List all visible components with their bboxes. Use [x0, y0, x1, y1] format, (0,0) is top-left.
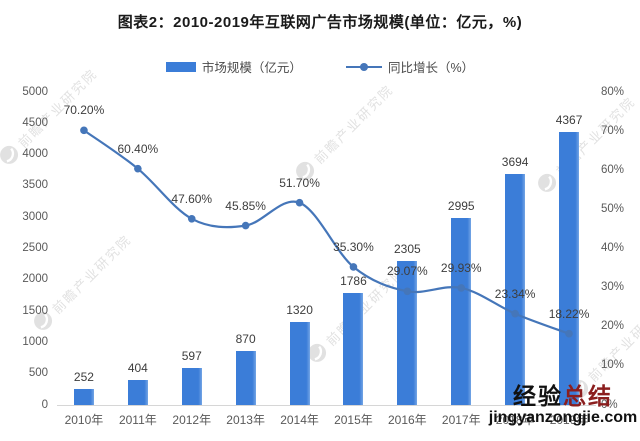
growth-value-label: 47.60% — [171, 191, 213, 206]
y-axis-left-tick: 3500 — [22, 179, 48, 192]
y-axis-left-tick: 2000 — [22, 273, 48, 286]
y-axis-right-tick: 0% — [601, 398, 618, 411]
line-point-marker — [349, 263, 358, 271]
bar-2014年 — [289, 322, 310, 405]
growth-value-label: 60.40% — [117, 141, 159, 156]
chart-title: 图表2：2010-2019年互联网广告市场规模(单位：亿元，%) — [117, 14, 523, 31]
x-axis-tick: 2017年 — [441, 413, 481, 427]
y-axis-left-tick: 2500 — [22, 242, 48, 254]
y-axis-right-tick: 70% — [601, 124, 625, 137]
producer-watermark-text: 前瞻产业研究院 — [311, 81, 396, 167]
legend-item-growth: 同比增长（%） — [345, 57, 475, 76]
bar-value-label: 2995 — [447, 198, 475, 213]
bar-2015年 — [343, 293, 364, 405]
y-axis-right-tick: 80% — [601, 85, 625, 98]
x-axis-tick: 2013年 — [226, 413, 265, 427]
x-axis-tick: 2012年 — [172, 413, 212, 427]
producer-logo-icon — [0, 145, 19, 164]
x-axis-tick: 2019年 — [549, 413, 589, 427]
line-marker-icon — [359, 62, 368, 71]
growth-value-label: 23.34% — [494, 286, 536, 301]
bar-value-label: 1320 — [286, 303, 313, 318]
producer-watermark: 前瞻产业研究院 — [29, 229, 135, 335]
legend-item-market-size: 市场规模（亿元） — [165, 57, 302, 76]
bar-value-label: 597 — [181, 348, 202, 363]
producer-logo-icon — [34, 311, 53, 330]
bar-2012年 — [181, 367, 202, 405]
y-axis-right-tick: 60% — [601, 163, 625, 176]
y-axis-left-tick: 4500 — [22, 116, 48, 129]
legend-line-label: 同比增长（%） — [387, 61, 475, 75]
bar-2010年 — [73, 389, 94, 405]
line-point-marker — [241, 221, 250, 230]
line-point-marker — [187, 214, 196, 223]
legend-bar-label: 市场规模（亿元） — [201, 61, 302, 75]
growth-value-label: 35.30% — [333, 239, 374, 254]
x-axis-tick: 2010年 — [64, 413, 104, 427]
x-axis-tick: 2018年 — [495, 413, 535, 427]
bar-value-label: 870 — [235, 331, 256, 346]
bar-value-label: 2305 — [393, 241, 421, 256]
y-axis-left-tick: 5000 — [22, 85, 48, 98]
y-axis-left-tick: 3000 — [22, 210, 48, 223]
y-axis-left-tick: 500 — [28, 367, 48, 380]
line-point-marker — [80, 126, 88, 135]
line-series-swatch — [345, 62, 382, 71]
growth-value-label: 70.20% — [63, 103, 105, 118]
bar-2013年 — [235, 350, 256, 405]
line-point-marker — [134, 164, 142, 173]
bar-value-label: 404 — [127, 360, 148, 375]
bar-2016年 — [397, 260, 418, 405]
producer-watermark-text: 前瞻产业研究院 — [49, 231, 134, 317]
bar-2011年 — [127, 379, 148, 405]
bar-2017年 — [451, 217, 472, 405]
x-axis-line — [57, 405, 596, 406]
y-axis-left-tick: 1000 — [22, 335, 48, 348]
y-axis-right-tick: 40% — [601, 242, 625, 254]
growth-value-label: 51.70% — [279, 175, 320, 190]
y-axis-left-tick: 1500 — [22, 304, 48, 317]
site-watermark-name: 经验总结 — [513, 383, 613, 409]
legend: 市场规模（亿元） 同比增长（%） — [0, 57, 640, 76]
y-axis-right-tick: 10% — [601, 359, 625, 372]
bar-value-label: 3694 — [501, 154, 529, 169]
bar-series-swatch — [165, 61, 196, 72]
growth-value-label: 29.07% — [386, 264, 428, 279]
producer-logo-icon — [308, 343, 327, 362]
producer-watermark: 前瞻产业研究院 — [291, 79, 397, 185]
y-axis-right-tick: 50% — [601, 202, 625, 215]
x-axis-tick: 2014年 — [280, 413, 319, 427]
site-watermark-url: jingyanzongjie.com — [488, 408, 638, 426]
growth-value-label: 29.93% — [440, 260, 482, 275]
y-axis-right-tick: 20% — [601, 320, 625, 333]
x-axis-tick: 2016年 — [387, 413, 427, 427]
y-axis-left-tick: 0 — [41, 398, 48, 411]
site-watermark: 经验总结 jingyanzongjie.com — [486, 384, 640, 426]
producer-watermark: 前瞻产业研究院 — [0, 63, 101, 169]
producer-watermark: 前瞻产业研究院 — [533, 91, 639, 197]
line-point-marker — [295, 198, 304, 207]
y-axis-right-tick: 30% — [601, 281, 625, 294]
growth-value-label: 45.85% — [225, 198, 266, 213]
producer-watermark: 前瞻产业研究院 — [303, 261, 409, 367]
growth-value-label: 18.22% — [548, 306, 590, 321]
producer-logo-icon — [538, 173, 557, 192]
y-axis-left-tick: 4000 — [22, 148, 48, 161]
bar-value-label: 4367 — [555, 112, 583, 127]
bar-2019年 — [559, 131, 580, 405]
bar-value-label: 252 — [73, 370, 94, 385]
x-axis-tick: 2015年 — [334, 413, 373, 427]
x-axis-tick: 2011年 — [118, 413, 157, 427]
